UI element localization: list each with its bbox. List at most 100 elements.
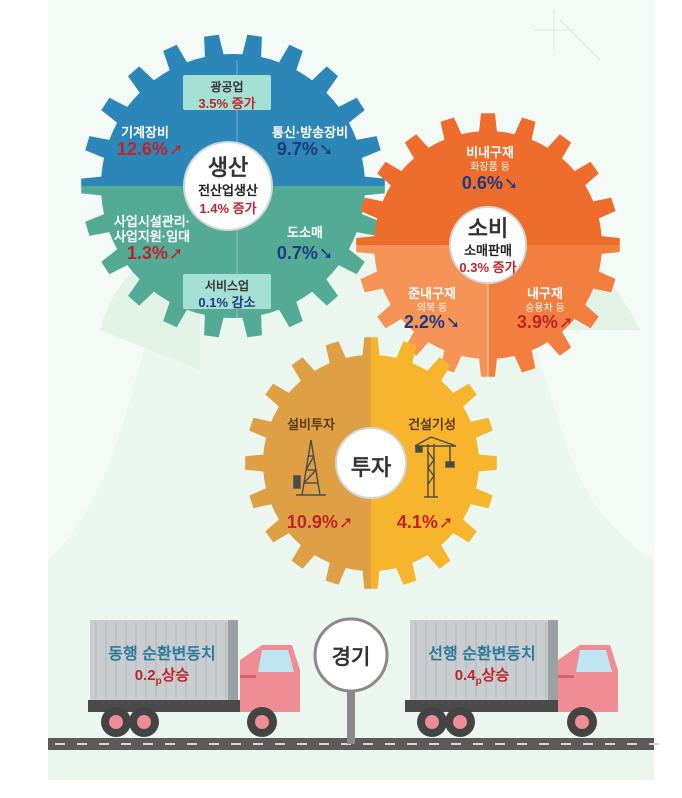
road-dash <box>341 743 351 745</box>
road-dash <box>143 743 153 745</box>
arrow-up-icon: ➚ <box>338 513 354 532</box>
consumption-gear-shape <box>356 113 620 245</box>
road-dash <box>275 743 285 745</box>
road-dash <box>165 743 175 745</box>
production-center-circle <box>183 141 273 231</box>
road-dash <box>55 743 65 745</box>
telecom-value: 9.7% <box>276 139 318 159</box>
coincident-value: 0.2 <box>134 667 156 684</box>
production-gear-shape <box>81 34 385 186</box>
road-dash <box>253 743 263 745</box>
facilities-investment-value: 10.9% <box>286 512 338 532</box>
road-dash <box>319 743 329 745</box>
production-gear-shape-lower <box>81 186 385 338</box>
arrow-down-icon: ➘ <box>503 174 519 193</box>
road-dash <box>473 743 483 745</box>
road-dash <box>187 743 197 745</box>
oil-derrick-icon <box>293 439 326 496</box>
production-title: 생산 <box>207 155 249 180</box>
construction-value-row: 4.1%➚ <box>397 512 453 533</box>
facilities-investment-value-row: 10.9%➚ <box>287 512 353 533</box>
road-dash <box>385 743 395 745</box>
road-dash <box>429 743 439 745</box>
investment-title: 투자 <box>350 455 392 480</box>
consumption-title: 소비 <box>467 216 509 241</box>
truck-container <box>410 620 558 700</box>
economy-sign <box>313 617 389 744</box>
road-dash <box>495 743 505 745</box>
mining-value: 3.5% 증가 <box>198 96 256 111</box>
durable-sub: 승용차 등 <box>525 303 565 314</box>
road-dash <box>627 743 637 745</box>
investment-gear <box>245 337 497 589</box>
telecom-value-row: 9.7%➘ <box>277 139 333 160</box>
arrow-up-icon: ➚ <box>168 140 184 159</box>
leading-truck <box>405 620 618 737</box>
nondurable-value: 0.6% <box>461 173 503 193</box>
road-dash <box>649 743 659 745</box>
durable-value: 3.9% <box>516 312 558 332</box>
service-label: 서비스업 <box>204 279 250 293</box>
road-dash <box>297 743 307 745</box>
coincident-label: 동행 순환변동치 <box>108 646 216 663</box>
coincident-unit: p <box>155 676 162 687</box>
road-dash <box>77 743 87 745</box>
mining-label: 광공업 <box>210 80 244 94</box>
machinery-value-row: 12.6%➚ <box>117 139 183 160</box>
construction-label: 건설기성 <box>408 417 456 432</box>
wholesale-value-row: 0.7%➘ <box>277 243 333 264</box>
mining-tag <box>183 75 271 110</box>
road-dash <box>407 743 417 745</box>
durable-value-row: 3.9%➚ <box>517 312 573 333</box>
road-dash <box>99 743 109 745</box>
arrow-down-icon: ➘ <box>318 244 334 263</box>
machinery-label: 기계장비 <box>121 125 169 140</box>
durable-label: 내구재 <box>527 286 563 301</box>
consumption-center-value: 0.3% 증가 <box>459 260 517 275</box>
facility-value: 1.3% <box>126 243 168 263</box>
arrow-up-icon: ➚ <box>168 244 184 263</box>
semidurable-value-row: 2.2%➘ <box>404 312 460 333</box>
leading-value-row: 0.4p상승 <box>455 664 510 687</box>
leading-change: 상승 <box>481 667 510 684</box>
investment-gear-shape-left <box>245 337 371 589</box>
construction-value: 4.1% <box>396 512 438 532</box>
truck-container <box>90 620 238 700</box>
service-tag <box>183 274 271 309</box>
nondurable-sub: 화장품 등 <box>470 162 510 173</box>
production-center-value: 1.4% 증가 <box>199 201 257 216</box>
arrow-up-icon: ➚ <box>438 513 454 532</box>
consumption-gear <box>356 113 620 380</box>
semidurable-label: 준내구재 <box>408 286 456 301</box>
road-dash <box>561 743 571 745</box>
road-dash <box>209 743 219 745</box>
facility-label-1: 사업시설관리· <box>113 214 191 229</box>
semidurable-value: 2.2% <box>403 312 445 332</box>
road-dash <box>583 743 593 745</box>
facility-value-row: 1.3%➚ <box>127 243 183 264</box>
coincident-change: 상승 <box>161 667 190 684</box>
road-dash <box>605 743 615 745</box>
leading-value: 0.4 <box>454 667 476 684</box>
telecom-label: 통신·방송장비 <box>271 125 349 140</box>
nondurable-value-row: 0.6%➘ <box>462 173 518 194</box>
economy-sign-label: 경기 <box>331 646 371 669</box>
nondurable-label: 비내구재 <box>466 145 514 160</box>
road-dash <box>451 743 461 745</box>
road-dash <box>363 743 373 745</box>
wholesale-value: 0.7% <box>276 243 318 263</box>
tower-crane-icon <box>414 436 457 498</box>
service-value: 0.1% 감소 <box>198 295 256 310</box>
investment-center-circle <box>335 427 407 499</box>
semidurable-sub: 의복 등 <box>416 303 448 314</box>
consumption-gear-shape-lower-right <box>488 245 620 377</box>
facility-label-2: 사업지원·임대 <box>113 229 191 244</box>
road-dash <box>539 743 549 745</box>
arrow-up-icon: ➚ <box>558 313 574 332</box>
machinery-value: 12.6% <box>116 139 168 159</box>
facilities-investment-label: 설비투자 <box>287 417 335 432</box>
road-dash <box>231 743 241 745</box>
coincident-value-row: 0.2p상승 <box>135 664 190 687</box>
